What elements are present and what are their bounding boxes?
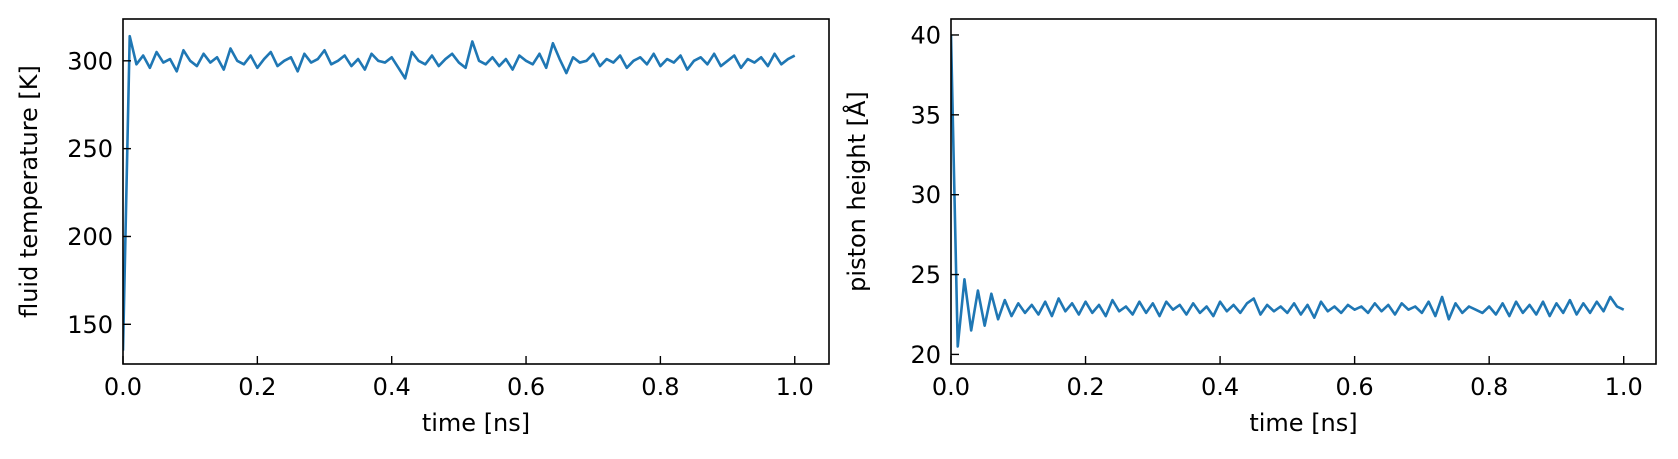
y-axis-label: fluid temperature [K] bbox=[15, 65, 43, 318]
x-tick-label: 1.0 bbox=[776, 373, 814, 401]
x-tick-label: 0.2 bbox=[1066, 373, 1104, 401]
x-axis-label: time [ns] bbox=[422, 409, 530, 437]
x-tick-label: 0.6 bbox=[507, 373, 545, 401]
y-tick-label: 150 bbox=[67, 311, 113, 339]
y-tick-label: 25 bbox=[910, 261, 941, 289]
x-tick-label: 0.2 bbox=[238, 373, 276, 401]
x-axis-label: time [ns] bbox=[1249, 409, 1357, 437]
axes-frame bbox=[950, 18, 1657, 365]
y-tick-label: 250 bbox=[67, 135, 113, 163]
y-tick-label: 40 bbox=[910, 21, 941, 49]
x-tick-label: 0.0 bbox=[932, 373, 970, 401]
x-tick-label: 0.4 bbox=[1201, 373, 1239, 401]
y-axis-label: piston height [Å] bbox=[842, 91, 871, 292]
y-tick-label: 200 bbox=[67, 223, 113, 251]
y-tick-label: 300 bbox=[67, 47, 113, 75]
x-tick-label: 0.0 bbox=[104, 373, 142, 401]
data-line bbox=[951, 34, 1625, 348]
x-tick-label: 0.4 bbox=[373, 373, 411, 401]
y-tick-label: 20 bbox=[910, 341, 941, 369]
y-tick-label: 35 bbox=[910, 101, 941, 129]
y-tick-label: 30 bbox=[910, 181, 941, 209]
x-tick-label: 1.0 bbox=[1605, 373, 1643, 401]
x-tick-label: 0.6 bbox=[1336, 373, 1374, 401]
x-tick-label: 0.8 bbox=[1470, 373, 1508, 401]
data-line bbox=[123, 34, 796, 351]
x-tick-label: 0.8 bbox=[641, 373, 679, 401]
axes-frame bbox=[122, 18, 830, 365]
